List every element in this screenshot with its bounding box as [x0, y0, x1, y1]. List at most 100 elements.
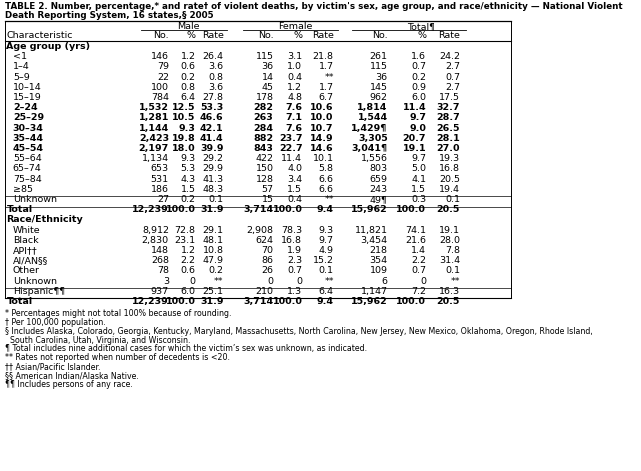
Text: 19.8: 19.8 [172, 134, 196, 143]
Text: 186: 186 [151, 185, 169, 194]
Text: 10.0: 10.0 [310, 114, 334, 122]
Text: 1.7: 1.7 [319, 83, 334, 92]
Text: 0.2: 0.2 [180, 73, 196, 81]
Text: 5.3: 5.3 [180, 164, 196, 173]
Text: 659: 659 [370, 175, 388, 184]
Text: 100.0: 100.0 [396, 205, 426, 214]
Text: No.: No. [372, 32, 388, 41]
Text: 1,556: 1,556 [361, 154, 388, 163]
Text: %: % [294, 32, 303, 41]
Text: 2.3: 2.3 [287, 256, 303, 265]
Text: 1,281: 1,281 [138, 114, 169, 122]
Text: 1.2: 1.2 [180, 246, 196, 255]
Text: 1,544: 1,544 [358, 114, 388, 122]
Text: * Percentages might not total 100% because of rounding.: * Percentages might not total 100% becau… [5, 309, 231, 318]
Text: 42.1: 42.1 [200, 123, 224, 133]
Text: 11.4: 11.4 [403, 103, 426, 112]
Text: 3,305: 3,305 [358, 134, 388, 143]
Text: 6.0: 6.0 [180, 287, 196, 296]
Text: 0.7: 0.7 [287, 267, 303, 276]
Text: 78: 78 [157, 267, 169, 276]
Text: ≥85: ≥85 [13, 185, 33, 194]
Text: 5–9: 5–9 [13, 73, 29, 81]
Text: 803: 803 [369, 164, 388, 173]
Text: 16.3: 16.3 [439, 287, 460, 296]
Text: 10.1: 10.1 [313, 154, 334, 163]
Text: 75–84: 75–84 [13, 175, 42, 184]
Text: 1.5: 1.5 [287, 185, 303, 194]
Text: 3: 3 [163, 276, 169, 285]
Text: 48.3: 48.3 [203, 185, 224, 194]
Text: 1.4: 1.4 [412, 246, 426, 255]
Text: 1,814: 1,814 [357, 103, 388, 112]
Text: 0.1: 0.1 [445, 267, 460, 276]
Text: 2.2: 2.2 [412, 256, 426, 265]
Text: 72.8: 72.8 [174, 226, 196, 235]
Text: 27.8: 27.8 [203, 93, 224, 102]
Text: 100.0: 100.0 [165, 297, 196, 306]
Text: 0.6: 0.6 [180, 267, 196, 276]
Text: 23.1: 23.1 [174, 236, 196, 245]
Text: 178: 178 [255, 93, 274, 102]
Text: 6: 6 [381, 276, 388, 285]
Text: 109: 109 [370, 267, 388, 276]
Text: 100.0: 100.0 [396, 297, 426, 306]
Text: 3.4: 3.4 [287, 175, 303, 184]
Text: South Carolina, Utah, Virginia, and Wisconsin.: South Carolina, Utah, Virginia, and Wisc… [5, 336, 190, 345]
Text: 9.4: 9.4 [317, 205, 334, 214]
Text: ¶¶ Includes persons of any race.: ¶¶ Includes persons of any race. [5, 380, 133, 389]
Text: Other: Other [13, 267, 40, 276]
Text: 9.0: 9.0 [410, 123, 426, 133]
Text: 1,144: 1,144 [138, 123, 169, 133]
Text: 36: 36 [262, 62, 274, 72]
Text: 100.0: 100.0 [272, 205, 303, 214]
Text: Total¶: Total¶ [406, 22, 435, 31]
Text: 30–34: 30–34 [13, 123, 44, 133]
Text: 2,908: 2,908 [246, 226, 274, 235]
Text: 2.7: 2.7 [445, 83, 460, 92]
Text: 26.5: 26.5 [437, 123, 460, 133]
Text: Total: Total [6, 205, 33, 214]
Text: §§ American Indian/Alaska Native.: §§ American Indian/Alaska Native. [5, 371, 138, 380]
Text: 243: 243 [369, 185, 388, 194]
Text: 0.8: 0.8 [180, 83, 196, 92]
Text: 0.3: 0.3 [411, 195, 426, 204]
Text: Hispanic¶¶: Hispanic¶¶ [13, 287, 65, 296]
Text: Race/Ethnicity: Race/Ethnicity [6, 215, 83, 224]
Text: **: ** [324, 73, 334, 81]
Text: %: % [187, 32, 196, 41]
Text: 29.9: 29.9 [203, 164, 224, 173]
Text: 261: 261 [370, 52, 388, 61]
Text: 27.0: 27.0 [437, 144, 460, 153]
Text: 47.9: 47.9 [203, 256, 224, 265]
Text: 31.9: 31.9 [200, 297, 224, 306]
Text: 32.7: 32.7 [437, 103, 460, 112]
Text: 145: 145 [370, 83, 388, 92]
Text: 14: 14 [262, 73, 274, 81]
Text: 28.0: 28.0 [439, 236, 460, 245]
Text: 70: 70 [262, 246, 274, 255]
Text: 26.4: 26.4 [203, 52, 224, 61]
Text: 0: 0 [267, 276, 274, 285]
Text: 9.7: 9.7 [412, 154, 426, 163]
Text: 150: 150 [255, 164, 274, 173]
Text: 0.7: 0.7 [412, 62, 426, 72]
Text: 12,239: 12,239 [132, 297, 169, 306]
Text: TABLE 2. Number, percentage,* and rate† of violent deaths, by victim's sex, age : TABLE 2. Number, percentage,* and rate† … [5, 2, 622, 11]
Text: 31.9: 31.9 [200, 205, 224, 214]
Text: 5.8: 5.8 [319, 164, 334, 173]
Text: 4.8: 4.8 [287, 93, 303, 102]
Text: 29.2: 29.2 [203, 154, 224, 163]
Text: 16.8: 16.8 [281, 236, 303, 245]
Text: 0.2: 0.2 [208, 267, 224, 276]
Text: 25–29: 25–29 [13, 114, 44, 122]
Text: 0.4: 0.4 [287, 73, 303, 81]
Text: API††: API†† [13, 246, 38, 255]
Text: 55–64: 55–64 [13, 154, 42, 163]
Text: 11.4: 11.4 [281, 154, 303, 163]
Text: 10.8: 10.8 [203, 246, 224, 255]
Text: 210: 210 [255, 287, 274, 296]
Text: 100: 100 [151, 83, 169, 92]
Text: 41.4: 41.4 [200, 134, 224, 143]
Text: **: ** [324, 195, 334, 204]
